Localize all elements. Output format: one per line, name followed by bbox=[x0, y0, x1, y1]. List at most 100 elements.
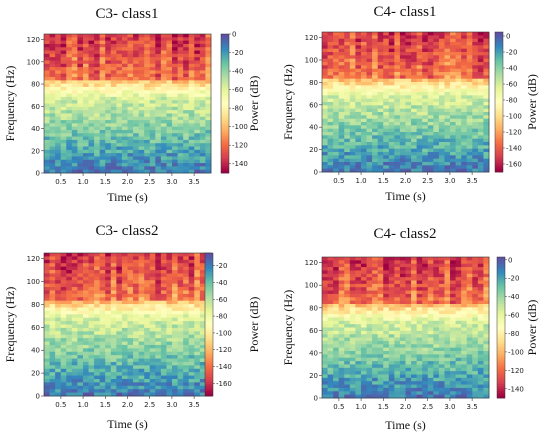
heatmap-cell bbox=[149, 129, 156, 134]
heatmap-cell bbox=[127, 110, 134, 114]
heatmap-cell bbox=[360, 75, 367, 80]
heatmap-cell bbox=[455, 55, 462, 60]
heatmap-cell bbox=[338, 340, 345, 345]
heatmap-cell bbox=[82, 290, 89, 295]
heatmap-cell bbox=[172, 389, 178, 393]
heatmap-cell bbox=[483, 38, 490, 43]
heatmap-cell bbox=[349, 337, 356, 342]
heatmap-cell bbox=[377, 92, 384, 96]
heatmap-cell bbox=[138, 146, 145, 151]
heatmap-cell bbox=[377, 102, 384, 106]
heatmap-cell bbox=[399, 48, 406, 53]
heatmap-cell bbox=[155, 378, 162, 383]
heatmap-cell bbox=[160, 310, 167, 315]
heatmap-cell bbox=[99, 355, 106, 359]
heatmap-cell bbox=[155, 338, 162, 342]
heatmap-cell bbox=[466, 128, 473, 133]
heatmap-cell bbox=[121, 375, 128, 380]
heatmap-cell bbox=[77, 256, 84, 261]
heatmap-cell bbox=[144, 126, 151, 131]
heatmap-cell bbox=[77, 77, 84, 81]
heatmap-cell bbox=[405, 58, 412, 63]
heatmap-cell bbox=[82, 266, 89, 271]
heatmap-cell bbox=[133, 43, 140, 48]
heatmap-cell bbox=[411, 344, 418, 349]
heatmap-cell bbox=[461, 98, 468, 103]
heatmap-cell bbox=[383, 68, 390, 73]
heatmap-cell bbox=[388, 320, 395, 325]
heatmap-cell bbox=[399, 267, 406, 271]
heatmap-cell bbox=[149, 270, 156, 274]
heatmap-cell bbox=[388, 374, 395, 379]
heatmap-cell bbox=[372, 148, 379, 153]
heatmap-cell bbox=[144, 166, 151, 171]
heatmap-cell bbox=[133, 378, 140, 383]
heatmap-cell bbox=[372, 132, 379, 136]
heatmap-cell bbox=[338, 260, 345, 265]
heatmap-cell bbox=[416, 52, 423, 56]
heatmap-cell bbox=[372, 78, 379, 83]
heatmap-cell bbox=[127, 263, 134, 268]
heatmap-cell bbox=[366, 118, 373, 123]
heatmap-cell bbox=[88, 331, 95, 336]
heatmap-cell bbox=[99, 290, 106, 295]
colorbar-segment bbox=[495, 127, 503, 131]
heatmap-cell bbox=[116, 355, 123, 359]
heatmap-cell bbox=[94, 304, 101, 308]
heatmap-cell bbox=[433, 290, 440, 295]
heatmap-cell bbox=[327, 324, 334, 328]
heatmap-cell bbox=[433, 45, 440, 50]
heatmap-cell bbox=[77, 314, 84, 319]
colorbar-segment bbox=[221, 166, 229, 169]
heatmap-cell bbox=[116, 73, 123, 78]
heatmap-cell bbox=[94, 259, 101, 264]
heatmap-cell bbox=[422, 35, 429, 40]
heatmap-cell bbox=[177, 93, 184, 98]
heatmap-cell bbox=[399, 55, 406, 60]
heatmap-cell bbox=[99, 93, 106, 98]
heatmap-cell bbox=[66, 273, 73, 278]
heatmap-cell bbox=[411, 260, 418, 265]
heatmap-cell bbox=[427, 280, 434, 285]
heatmap-cell bbox=[172, 365, 178, 370]
heatmap-cell bbox=[338, 75, 345, 80]
heatmap-cell bbox=[110, 43, 117, 48]
heatmap-cell bbox=[405, 364, 412, 369]
heatmap-cell bbox=[82, 86, 89, 91]
heatmap-cell bbox=[433, 118, 440, 123]
heatmap-cell bbox=[411, 152, 418, 156]
heatmap-cell bbox=[172, 103, 178, 108]
heatmap-cell bbox=[99, 344, 106, 349]
heatmap-cell bbox=[427, 112, 434, 116]
heatmap-cell bbox=[99, 139, 106, 144]
heatmap-cell bbox=[116, 344, 123, 349]
heatmap-cell bbox=[121, 60, 128, 65]
heatmap-cell bbox=[377, 267, 384, 271]
heatmap-cell bbox=[177, 100, 184, 104]
heatmap-cell bbox=[71, 270, 78, 274]
heatmap-cell bbox=[44, 389, 50, 393]
heatmap-cell bbox=[372, 330, 379, 335]
heatmap-cell bbox=[177, 287, 184, 291]
heatmap-cell bbox=[194, 100, 201, 104]
heatmap-cell bbox=[360, 125, 367, 130]
heatmap-cell bbox=[66, 96, 73, 101]
colorbar-segment bbox=[205, 357, 213, 361]
heatmap-cell bbox=[144, 143, 151, 147]
heatmap-cell bbox=[44, 90, 50, 94]
heatmap-cell bbox=[455, 92, 462, 96]
colorbar-segment bbox=[221, 142, 229, 146]
heatmap-cell bbox=[411, 52, 418, 56]
heatmap-cell bbox=[188, 67, 195, 71]
heatmap-cell bbox=[110, 389, 117, 393]
heatmap-cell bbox=[438, 115, 445, 120]
heatmap-cell bbox=[155, 100, 162, 104]
heatmap-cell bbox=[372, 293, 379, 298]
heatmap-cell bbox=[427, 340, 434, 345]
colorbar-tick-label: -140 bbox=[506, 145, 522, 153]
heatmap-cell bbox=[349, 381, 356, 385]
heatmap-cell bbox=[372, 273, 379, 278]
heatmap-cell bbox=[166, 67, 173, 71]
heatmap-cell bbox=[177, 375, 184, 380]
heatmap-cell bbox=[49, 280, 56, 285]
